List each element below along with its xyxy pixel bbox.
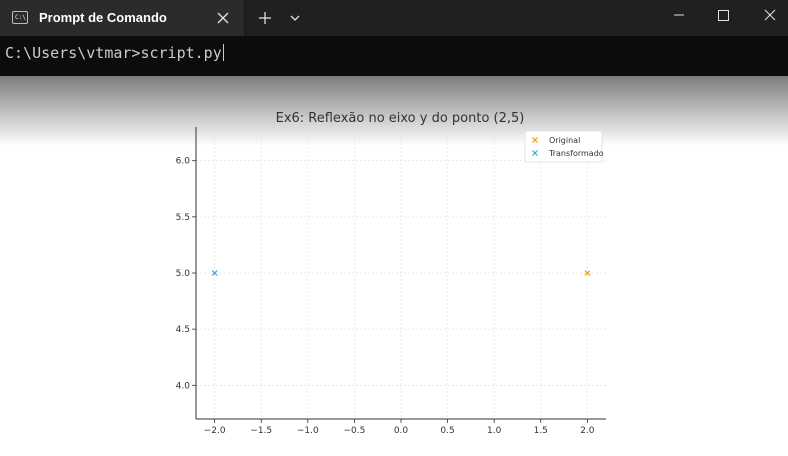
legend-label: Original <box>549 136 580 145</box>
x-tick-label: −2.0 <box>204 426 226 436</box>
close-icon <box>217 12 229 24</box>
data-point-transformado <box>211 270 218 276</box>
tick-labels: −2.0 −1.5 −1.0 −0.5 0.0 0.5 1.0 1.5 2.0 4.0 4.5 5.0… <box>176 157 595 436</box>
x-tick-label: −1.0 <box>297 426 319 436</box>
window-shadow <box>0 76 788 146</box>
maximize-button[interactable] <box>700 0 746 32</box>
minimize-icon <box>674 14 684 16</box>
close-tab-button[interactable] <box>214 9 232 27</box>
x-tick-label: 0.5 <box>440 426 454 436</box>
chart-title: Ex6: Reflexão no eixo y do ponto (2,5) <box>276 111 525 126</box>
terminal-icon: C:\ <box>12 11 28 24</box>
close-window-button[interactable] <box>742 0 788 32</box>
plot-window: Ex6: Reflexão no eixo y do ponto (2,5) −… <box>0 76 788 456</box>
legend: Original Transformado <box>524 130 604 163</box>
x-tick-label: −0.5 <box>343 426 365 436</box>
plus-icon <box>259 12 271 24</box>
legend-label: Transformado <box>548 149 604 158</box>
close-icon <box>764 9 776 21</box>
y-tick-label: 5.5 <box>176 213 190 223</box>
tab-title: Prompt de Comando <box>39 10 167 25</box>
legend-marker <box>532 150 538 156</box>
y-tick-label: 5.0 <box>176 269 191 279</box>
scatter-chart: Ex6: Reflexão no eixo y do ponto (2,5) −… <box>176 111 606 436</box>
x-tick-label: −1.5 <box>250 426 272 436</box>
chevron-down-icon <box>290 15 300 21</box>
y-tick-label: 4.0 <box>176 381 191 391</box>
tab-prompt-de-comando[interactable]: C:\ Prompt de Comando <box>0 0 245 36</box>
data-point-original <box>584 270 591 276</box>
tab-dropdown-button[interactable] <box>286 8 304 28</box>
axes <box>192 127 606 423</box>
new-tab-button[interactable] <box>255 7 275 29</box>
x-tick-label: 0.0 <box>394 426 409 436</box>
prompt-text: C:\Users\vtmar> <box>5 44 141 62</box>
text-cursor <box>222 44 224 61</box>
y-tick-label: 4.5 <box>176 325 190 335</box>
command-line[interactable]: C:\Users\vtmar>script.py <box>5 44 224 62</box>
x-tick-label: 1.5 <box>534 426 548 436</box>
legend-box <box>524 130 603 163</box>
y-tick-label: 6.0 <box>176 157 191 167</box>
grid-lines <box>196 127 606 419</box>
terminal-area[interactable]: C:\Users\vtmar>script.py <box>0 36 788 76</box>
title-bar: C:\ Prompt de Comando <box>0 0 788 36</box>
minimize-button[interactable] <box>656 0 702 32</box>
maximize-icon <box>718 10 729 21</box>
legend-marker <box>532 137 538 143</box>
command-text: script.py <box>140 44 222 62</box>
data-points <box>211 270 591 276</box>
x-tick-label: 1.0 <box>487 426 502 436</box>
x-tick-label: 2.0 <box>580 426 595 436</box>
